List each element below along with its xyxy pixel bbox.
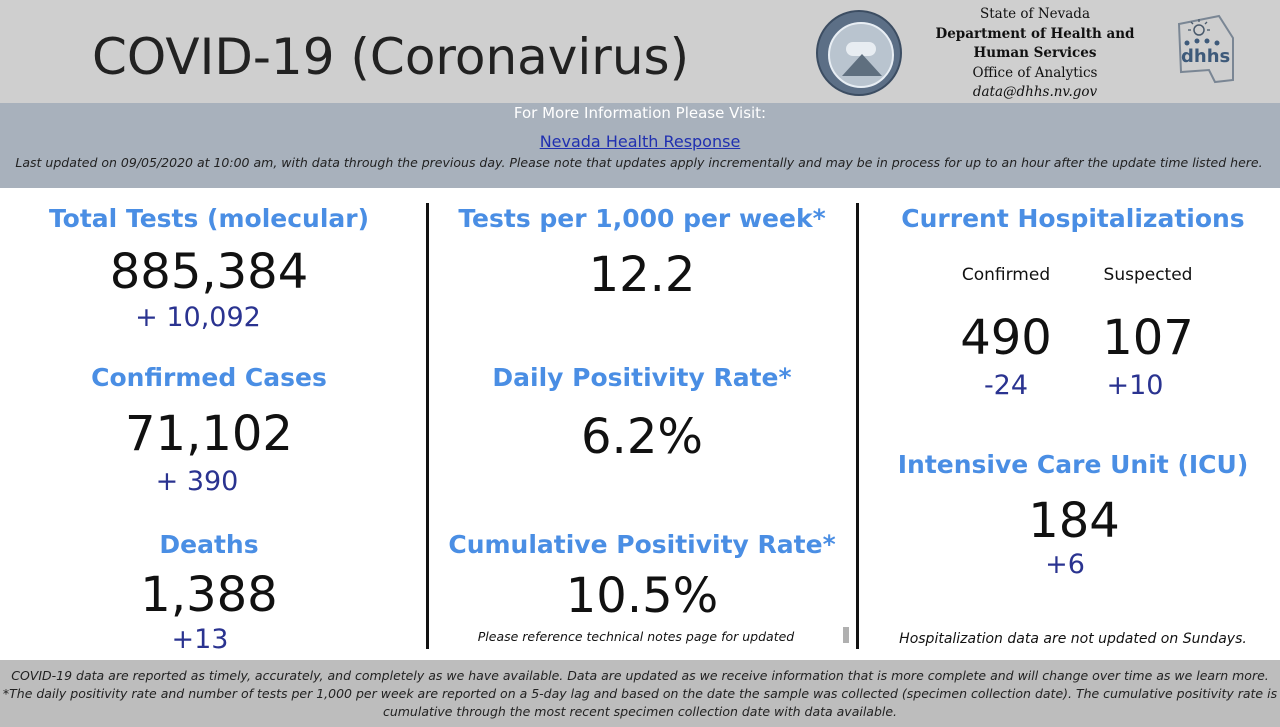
- agency-department: Department of Health and: [935, 25, 1135, 42]
- total-tests-change: + 10,092: [135, 302, 261, 333]
- last-updated-note: Last updated on 09/05/2020 at 10:00 am, …: [15, 155, 1263, 170]
- footer-line-3: cumulative through the most recent speci…: [382, 704, 898, 719]
- dhhs-logo-icon: dhhs: [1177, 14, 1234, 84]
- cumulative-positivity-value: 10.5%: [565, 568, 719, 624]
- daily-positivity-value: 6.2%: [581, 409, 703, 465]
- suspected-hosp-value: 107: [1102, 310, 1194, 366]
- deaths-change: +13: [171, 624, 229, 655]
- tests-per-1000-label: Tests per 1,000 per week*: [458, 204, 826, 233]
- divider-left: [426, 203, 429, 649]
- footer-line-2: *The daily positivity rate and number of…: [2, 686, 1278, 701]
- technical-notes-note: Please reference technical notes page fo…: [477, 629, 795, 644]
- agency-email[interactable]: data@dhhs.nv.gov: [972, 84, 1098, 100]
- nevada-health-response-link[interactable]: Nevada Health Response: [539, 132, 741, 151]
- footer-line-1: COVID-19 data are reported as timely, ac…: [11, 668, 1269, 683]
- icu-change: +6: [1045, 549, 1085, 580]
- confirmed-hosp-label: Confirmed: [961, 265, 1051, 285]
- seal-center: [828, 22, 894, 88]
- confirmed-cases-value: 71,102: [125, 406, 293, 462]
- header-bar: COVID-19 (Coronavirus) State of Nevada D…: [0, 0, 1280, 103]
- daily-positivity-label: Daily Positivity Rate*: [492, 363, 792, 392]
- agency-human-services: Human Services: [973, 45, 1097, 61]
- agency-block: State of Nevada Department of Health and…: [930, 5, 1140, 103]
- divider-right: [856, 203, 859, 649]
- current-hospitalizations-label: Current Hospitalizations: [901, 204, 1245, 233]
- seal-mountain: [842, 54, 882, 76]
- tests-per-1000-value: 12.2: [588, 247, 696, 303]
- visit-text: For More Information Please Visit:: [513, 104, 767, 122]
- svg-text:dhhs: dhhs: [1181, 46, 1230, 67]
- info-band: For More Information Please Visit: Nevad…: [0, 103, 1280, 188]
- confirmed-hosp-change: -24: [983, 370, 1029, 401]
- total-tests-value: 885,384: [109, 244, 309, 300]
- confirmed-cases-label: Confirmed Cases: [91, 363, 327, 392]
- icu-label: Intensive Care Unit (ICU): [897, 450, 1249, 479]
- page-title: COVID-19 (Coronavirus): [92, 28, 690, 86]
- hospitalization-note: Hospitalization data are not updated on …: [899, 631, 1247, 647]
- nevada-state-seal-icon: [816, 10, 902, 96]
- footer-notes: COVID-19 data are reported as timely, ac…: [0, 660, 1280, 727]
- deaths-label: Deaths: [159, 530, 259, 559]
- suspected-hosp-change: +10: [1106, 370, 1164, 401]
- agency-state: State of Nevada: [979, 6, 1090, 22]
- note-scrollbar[interactable]: [843, 627, 849, 643]
- cumulative-positivity-label: Cumulative Positivity Rate*: [448, 530, 836, 559]
- deaths-value: 1,388: [140, 567, 278, 623]
- seal-sky: [846, 42, 876, 56]
- icu-value: 184: [1028, 493, 1120, 549]
- suspected-hosp-label: Suspected: [1103, 265, 1193, 285]
- agency-office: Office of Analytics: [972, 64, 1098, 81]
- total-tests-label: Total Tests (molecular): [48, 204, 370, 233]
- confirmed-cases-change: + 390: [155, 466, 239, 497]
- confirmed-hosp-value: 490: [960, 310, 1052, 366]
